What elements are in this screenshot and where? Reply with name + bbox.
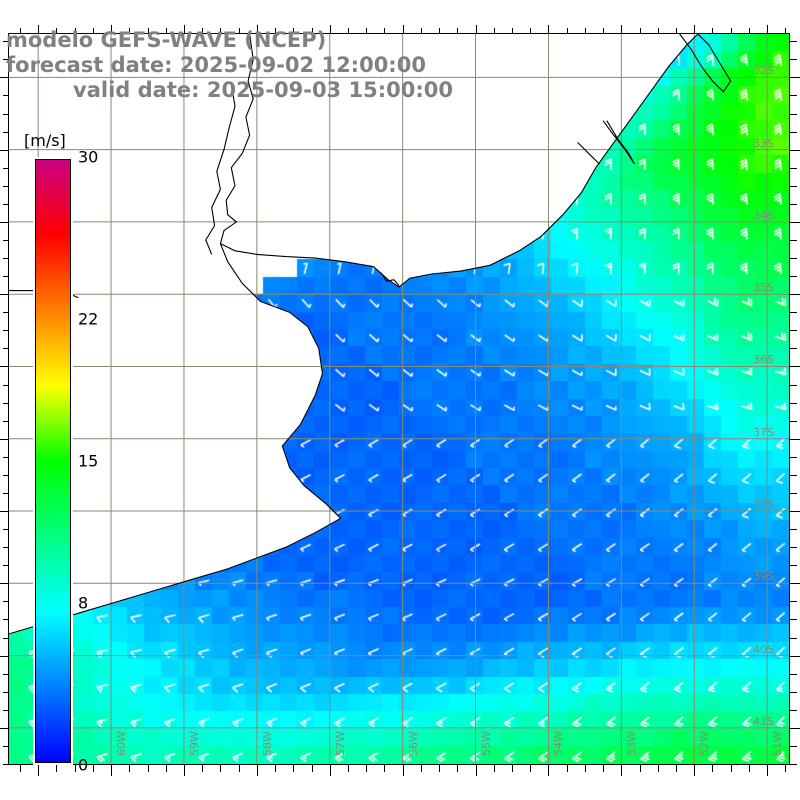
- latitude-label-34S: 34S: [753, 208, 774, 222]
- colorbar-units-label: [m/s]: [24, 131, 66, 150]
- coastline: [577, 142, 600, 165]
- latitude-label-40S: 40S: [753, 642, 774, 656]
- wind-speed-field: [9, 34, 789, 764]
- longitude-label-60W: 60W: [115, 731, 129, 756]
- colorbar-tick-30: 30: [78, 147, 99, 167]
- longitude-label-52W: 52W: [698, 731, 712, 756]
- longitude-label-56W: 56W: [406, 731, 420, 756]
- map-plot-area: [9, 34, 789, 764]
- coastline: [679, 34, 732, 93]
- latitude-label-37S: 37S: [753, 425, 774, 439]
- coastline: [205, 84, 236, 255]
- colorbar-gradient: [35, 159, 71, 763]
- latitude-label-41S: 41S: [753, 714, 774, 728]
- longitude-label-58W: 58W: [260, 731, 274, 756]
- colorbar-tick-8: 8: [78, 593, 89, 613]
- longitude-label-55W: 55W: [479, 731, 493, 756]
- longitude-label-53W: 53W: [625, 731, 639, 756]
- longitude-label-51W: 51W: [771, 731, 785, 756]
- coastline: [602, 120, 635, 165]
- latitude-label-33S: 33S: [753, 136, 774, 150]
- colorbar-tick-15: 15: [78, 451, 99, 471]
- latitude-label-38S: 38S: [753, 498, 774, 512]
- latitude-label-39S: 39S: [753, 570, 774, 584]
- latitude-label-32S: 32S: [753, 64, 774, 78]
- latitude-label-35S: 35S: [753, 281, 774, 295]
- colorbar: [33, 157, 73, 765]
- map-frame: [8, 33, 790, 765]
- latitude-label-36S: 36S: [753, 353, 774, 367]
- longitude-label-59W: 59W: [187, 731, 201, 756]
- colorbar-tick-0: 0: [78, 755, 89, 775]
- coastline: [380, 272, 400, 286]
- longitude-label-57W: 57W: [333, 731, 347, 756]
- coastline: [219, 34, 699, 288]
- longitude-label-54W: 54W: [552, 731, 566, 756]
- coastline-and-graticule-overlay: [9, 34, 789, 764]
- colorbar-tick-22: 22: [78, 309, 99, 329]
- coastline: [9, 243, 342, 635]
